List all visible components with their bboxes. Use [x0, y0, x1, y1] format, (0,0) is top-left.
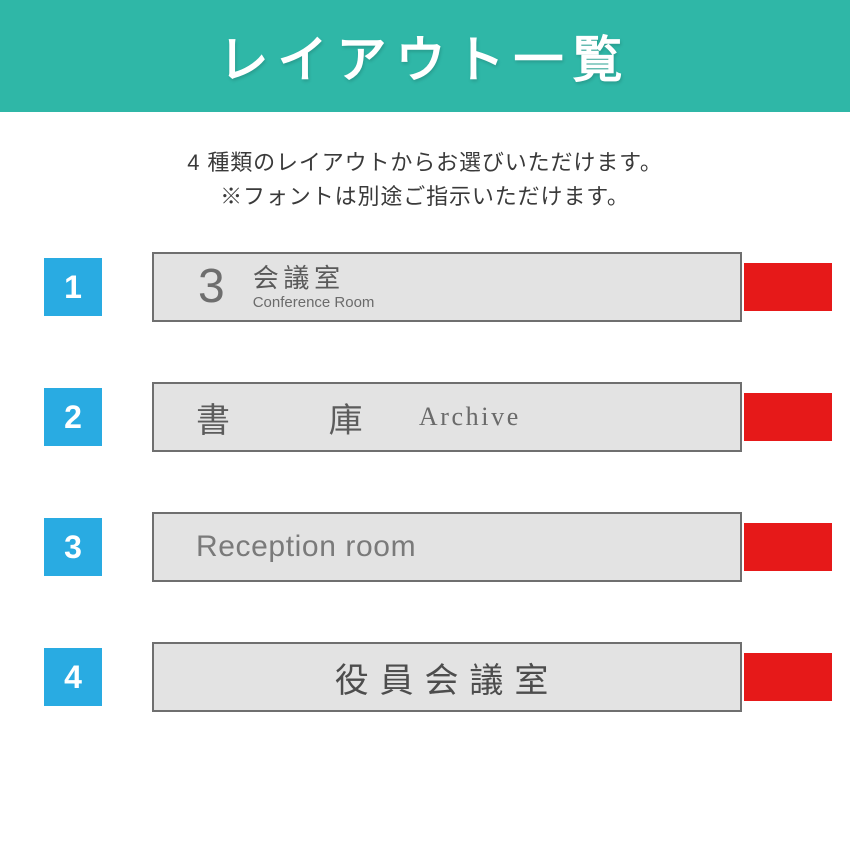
plate-text-column: 会議室 Conference Room	[253, 265, 375, 310]
plate-room-number: 3	[198, 263, 225, 311]
sign-plate: 3 会議室 Conference Room	[152, 252, 742, 322]
plate-wrapper: Reception room	[152, 512, 832, 582]
layout-row: 4 役員会議室	[0, 642, 850, 712]
header-bar: レイアウト一覧	[0, 0, 850, 112]
plate-english-label: Reception room	[196, 530, 416, 564]
plate-red-tab	[744, 263, 832, 311]
header-title: レイアウト一覧	[219, 20, 632, 92]
layout-row: 1 3 会議室 Conference Room	[0, 252, 850, 322]
sign-plate: Reception room	[152, 512, 742, 582]
plate-japanese-label: 書 庫	[196, 393, 395, 442]
plate-english-label: Conference Room	[253, 295, 375, 310]
sign-plate: 役員会議室	[152, 642, 742, 712]
plate-red-tab	[744, 653, 832, 701]
sign-plate: 書 庫 Archive	[152, 382, 742, 452]
plate-japanese-label: 会議室	[253, 265, 375, 291]
plate-english-label: Archive	[419, 402, 521, 432]
layout-list: 1 3 会議室 Conference Room 2 書 庫 Archive 3	[0, 244, 850, 712]
plate-wrapper: 3 会議室 Conference Room	[152, 252, 832, 322]
plate-red-tab	[744, 393, 832, 441]
layout-number-badge: 4	[44, 648, 102, 706]
layout-row: 3 Reception room	[0, 512, 850, 582]
plate-red-tab	[744, 523, 832, 571]
layout-number-badge: 1	[44, 258, 102, 316]
description-line-1: 4 種類のレイアウトからお選びいただけます。	[0, 146, 850, 180]
layout-number-badge: 2	[44, 388, 102, 446]
plate-wrapper: 役員会議室	[152, 642, 832, 712]
description-block: 4 種類のレイアウトからお選びいただけます。 ※フォントは別途ご指示いただけます…	[0, 112, 850, 244]
layout-number-badge: 3	[44, 518, 102, 576]
plate-wrapper: 書 庫 Archive	[152, 382, 832, 452]
description-line-2: ※フォントは別途ご指示いただけます。	[0, 180, 850, 214]
plate-japanese-label: 役員会議室	[335, 653, 559, 702]
layout-row: 2 書 庫 Archive	[0, 382, 850, 452]
